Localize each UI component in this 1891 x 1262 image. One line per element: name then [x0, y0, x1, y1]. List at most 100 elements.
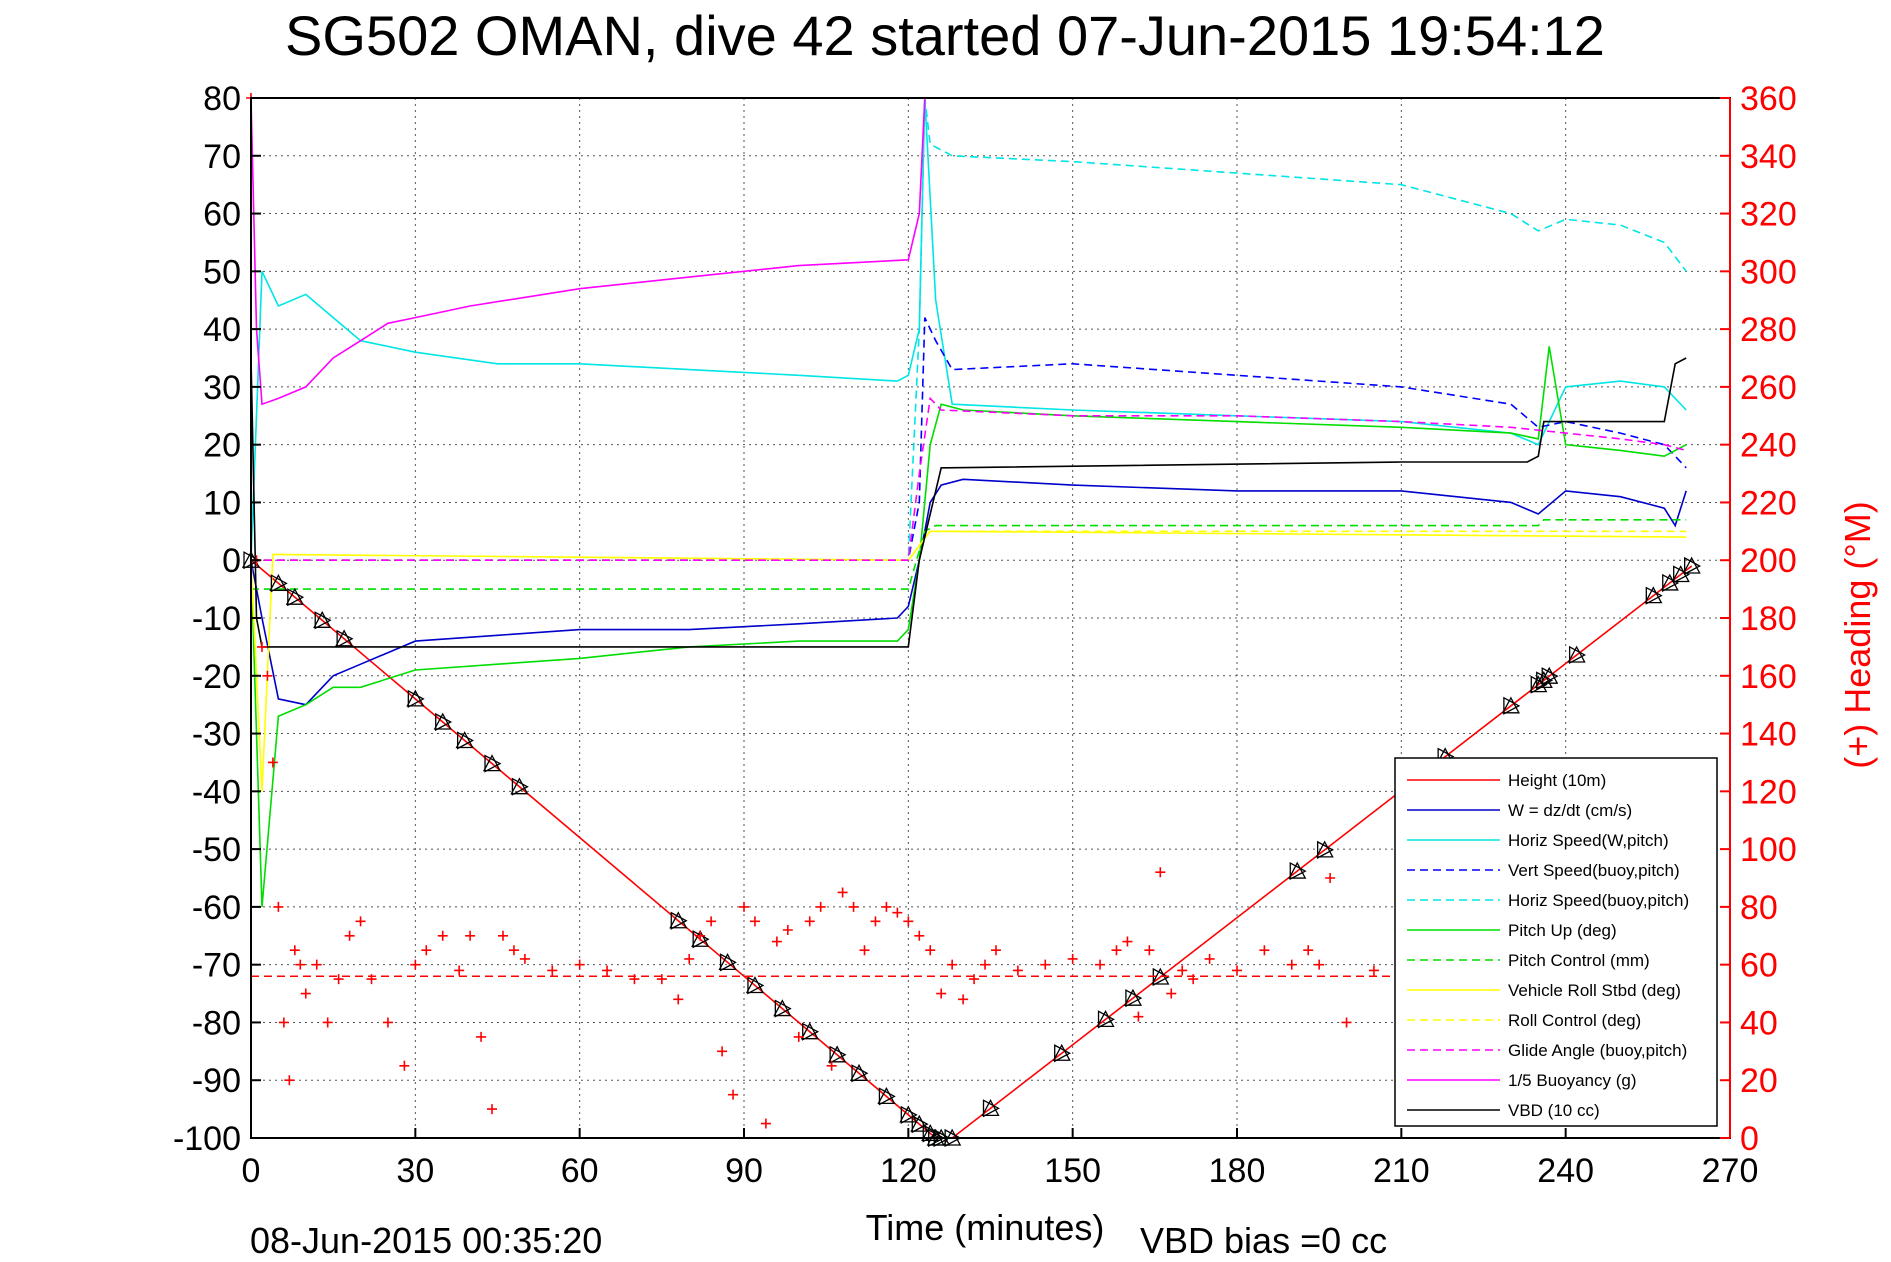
y-right-tick-label: 120	[1740, 773, 1797, 811]
height-marker-up	[285, 587, 304, 605]
height-marker-up	[433, 712, 452, 730]
x-ticks: 0 30 60 90 120 150 180 210 240 270	[242, 1128, 1758, 1190]
height-marker-up	[1096, 1009, 1115, 1028]
heading-point	[476, 1031, 487, 1042]
y-right-tick-label: 260	[1740, 369, 1797, 407]
height-marker-right	[1684, 556, 1702, 576]
y-tick-label: 10	[203, 484, 241, 522]
heading-point	[936, 988, 947, 999]
heading-point	[267, 757, 278, 768]
heading-point	[947, 959, 958, 970]
height-marker-up	[691, 929, 710, 947]
y-right-tick-label: 220	[1740, 484, 1797, 522]
heading-point	[925, 945, 936, 956]
x-tick-label: 120	[880, 1152, 937, 1190]
heading-point	[289, 945, 300, 956]
heading-point	[410, 959, 421, 970]
heading-point	[771, 936, 782, 947]
legend-label: W = dz/dt (cm/s)	[1508, 801, 1632, 820]
series-line	[251, 518, 1687, 590]
height-marker-right	[456, 731, 475, 750]
heading-point	[728, 1089, 739, 1100]
height-marker-up	[849, 1063, 869, 1081]
heading-point	[487, 1104, 498, 1115]
heading-point	[1155, 867, 1166, 878]
y-tick-label: 70	[203, 138, 241, 176]
heading-point	[629, 974, 640, 985]
y-tick-label: -90	[192, 1062, 241, 1100]
heading-point	[256, 641, 267, 652]
height-marker-up	[745, 976, 765, 994]
legend-label: 1/5 Buoyancy (g)	[1508, 1071, 1637, 1090]
y-tick-label: -70	[192, 947, 241, 985]
heading-point	[1341, 1017, 1352, 1028]
height-marker-right	[774, 999, 792, 1018]
height-marker-up	[773, 999, 792, 1017]
heading-point	[656, 974, 667, 985]
height-marker-right	[1097, 1010, 1115, 1029]
heading-point	[1325, 873, 1336, 883]
y-tick-label: 30	[203, 369, 241, 407]
heading-point	[355, 916, 366, 927]
height-marker-right	[719, 953, 737, 972]
x-tick-label: 150	[1044, 1152, 1101, 1190]
footer-date: 08-Jun-2015 00:35:20	[250, 1220, 602, 1261]
heading-point	[870, 916, 881, 927]
heading-point	[969, 974, 980, 985]
height-marker-up	[669, 911, 688, 929]
legend-label: Pitch Up (deg)	[1508, 921, 1617, 940]
height-marker-up	[455, 731, 474, 749]
heading-point	[706, 916, 717, 927]
y-tick-label: 40	[203, 311, 241, 349]
y-right-tick-label: 200	[1740, 542, 1797, 580]
height-marker-right	[982, 1099, 1000, 1118]
heading-point	[848, 901, 859, 912]
heading-point	[749, 916, 760, 927]
height-marker-right	[407, 689, 425, 708]
y-right-tick-label: 320	[1740, 196, 1797, 234]
height-marker-up	[482, 754, 502, 772]
series-line	[250, 357, 1687, 648]
heading-point	[804, 916, 815, 927]
y-tick-label: -30	[192, 716, 241, 754]
height-marker-up	[1534, 671, 1553, 689]
heading-point	[1133, 1011, 1144, 1022]
height-marker-right	[270, 574, 288, 593]
heading-point	[837, 887, 848, 898]
y-tick-label: -100	[173, 1120, 241, 1158]
heading-point	[1177, 965, 1188, 976]
y-right-tick-label: 20	[1740, 1062, 1778, 1100]
height-marker-right	[878, 1087, 896, 1106]
heading-point	[1095, 959, 1106, 970]
height-marker-up	[910, 1114, 929, 1132]
y-right-tick-label: 180	[1740, 600, 1797, 638]
heading-point	[1368, 965, 1379, 976]
height-marker-up	[335, 629, 354, 647]
series-line	[250, 478, 1687, 706]
height-marker-up	[1052, 1043, 1071, 1061]
heading-point	[508, 945, 519, 956]
heading-point	[903, 916, 914, 927]
height-marker-up	[1682, 556, 1701, 574]
heading-point	[859, 945, 870, 956]
heading-point	[914, 930, 925, 941]
heading-point	[366, 974, 377, 985]
y-tick-label: -10	[192, 600, 241, 638]
y-right-tick-label: 40	[1740, 1004, 1778, 1042]
height-marker-up	[510, 777, 529, 795]
legend-label: Vert Speed(buoy,pitch)	[1508, 861, 1680, 880]
x-tick-label: 90	[725, 1152, 763, 1190]
x-tick-label: 240	[1537, 1152, 1594, 1190]
heading-point	[1166, 988, 1177, 999]
height-marker-right	[484, 754, 502, 773]
height-marker-right	[511, 777, 529, 796]
height-marker-right	[670, 911, 688, 930]
heading-point	[1259, 945, 1270, 956]
heading-point	[1040, 959, 1051, 970]
heading-point	[284, 1075, 295, 1086]
heading-point	[958, 994, 969, 1005]
height-marker-up	[828, 1045, 847, 1063]
y-tick-label: 50	[203, 253, 241, 291]
y-tick-label: -80	[192, 1004, 241, 1042]
